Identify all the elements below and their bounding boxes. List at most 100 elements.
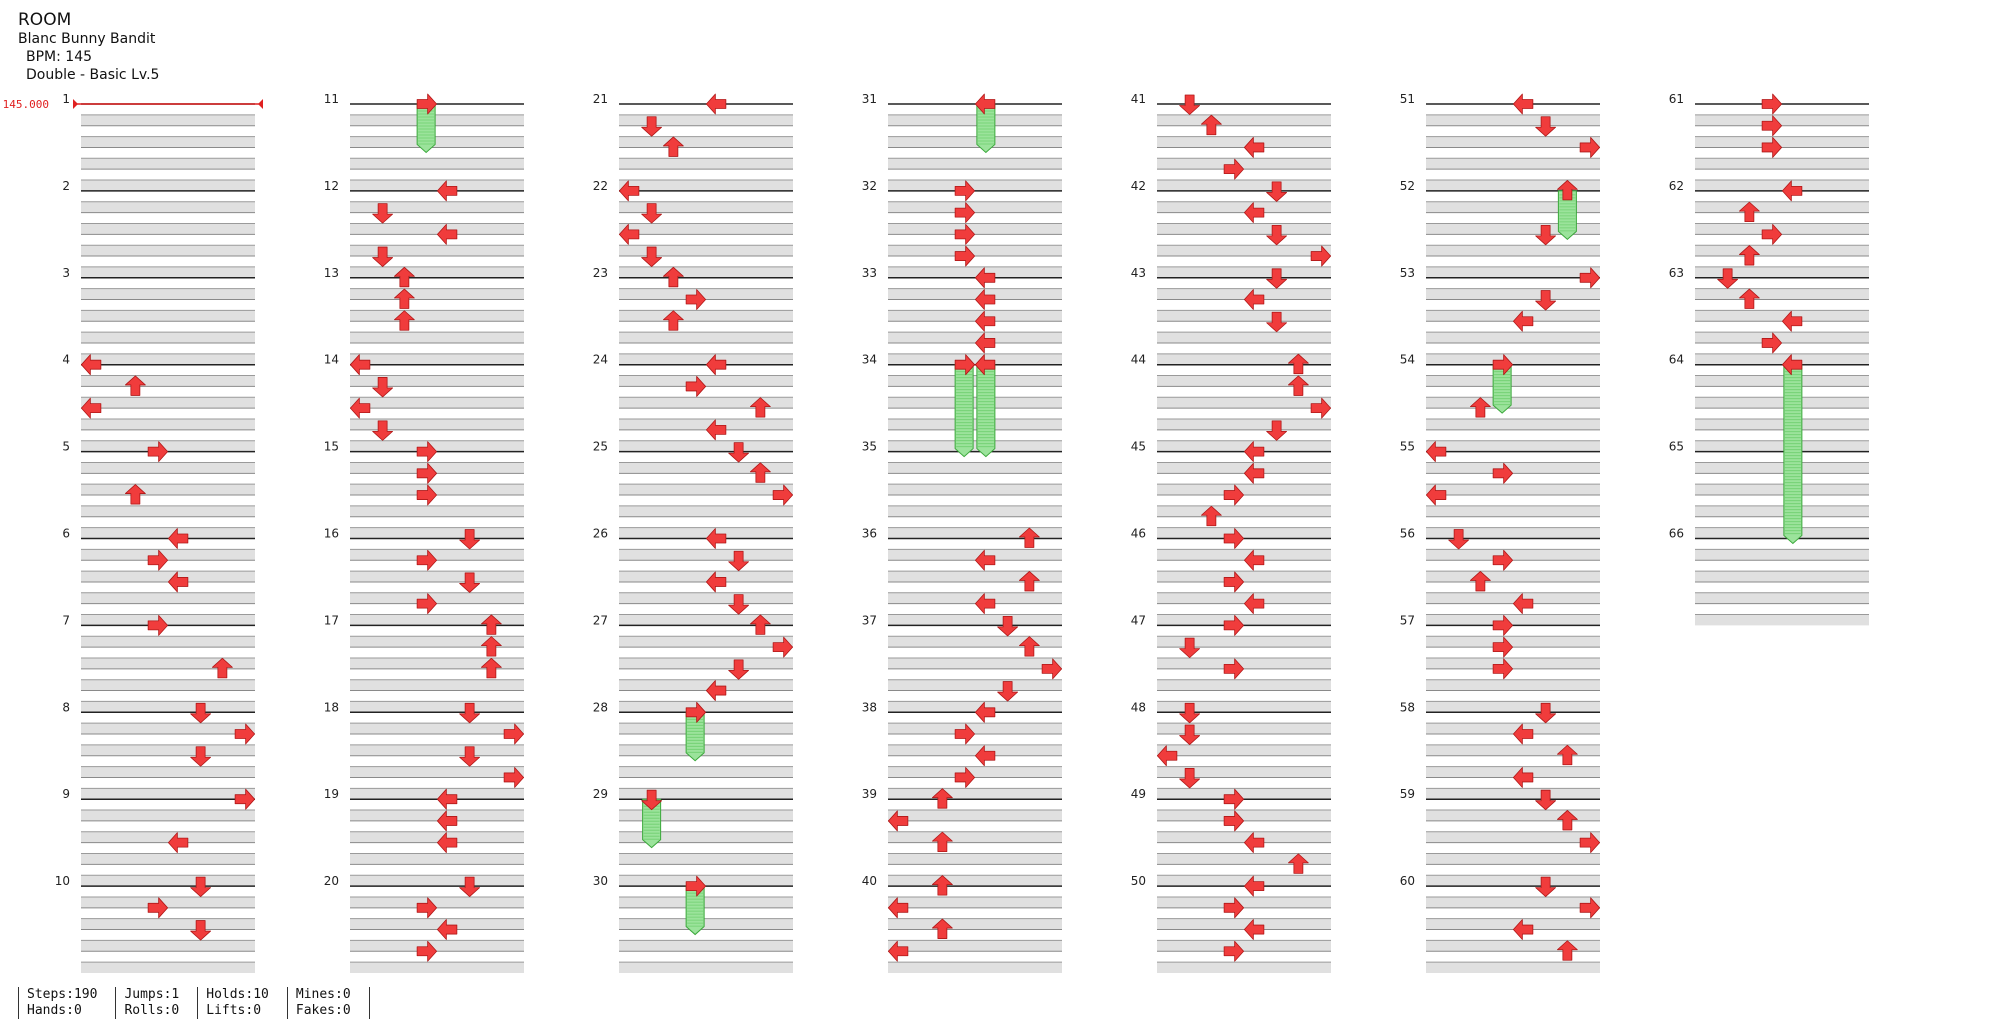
arrow-right-icon xyxy=(1579,832,1601,854)
beat-shade xyxy=(1157,266,1331,278)
beat-shade xyxy=(350,375,524,387)
arrow-right-icon xyxy=(1041,658,1063,680)
beat-shade xyxy=(888,701,1062,713)
beat-shade xyxy=(888,918,1062,930)
arrow-left-icon xyxy=(1425,484,1447,506)
measure-20: 20 xyxy=(324,874,524,973)
beat-shade xyxy=(81,788,255,800)
arrow-left-icon xyxy=(436,832,458,854)
arrow-left-icon xyxy=(974,310,996,332)
beat-shade xyxy=(1426,136,1600,148)
arrow-up-icon xyxy=(124,375,146,396)
beat-shade xyxy=(1157,940,1331,952)
beat-shade xyxy=(1157,918,1331,930)
arrow-left-icon xyxy=(1243,137,1265,158)
arrow-up-icon xyxy=(931,788,953,809)
measure-51: 51 xyxy=(1400,92,1600,191)
arrow-left-icon xyxy=(705,571,727,593)
arrow-down-icon xyxy=(459,746,481,767)
arrow-down-icon xyxy=(1266,224,1288,246)
arrow-right-icon xyxy=(1761,332,1783,354)
beat-shade xyxy=(350,701,524,713)
beat-shade xyxy=(81,505,255,517)
measure-23: 23 xyxy=(593,266,793,365)
beat-shade xyxy=(350,527,524,539)
beat-shade xyxy=(888,266,1062,278)
arrow-down-icon xyxy=(1266,311,1288,333)
beat-shade xyxy=(888,462,1062,474)
beat-shade xyxy=(81,723,255,735)
arrow-right-icon xyxy=(772,484,794,506)
arrow-right-icon xyxy=(954,723,976,745)
beat-shade xyxy=(350,636,524,648)
measure-42: 42 xyxy=(1131,179,1331,278)
arrow-down-icon xyxy=(1535,702,1557,724)
beat-shade xyxy=(1157,831,1331,843)
arrow-down-icon xyxy=(641,203,663,224)
measure-number: 36 xyxy=(862,527,877,541)
arrow-left-icon xyxy=(1512,723,1534,745)
measure-26: 26 xyxy=(593,527,793,626)
arrow-right-icon xyxy=(1223,897,1245,919)
arrow-right-icon xyxy=(416,93,438,115)
beat-shade xyxy=(888,940,1062,952)
arrow-down-icon xyxy=(190,702,212,724)
measure-5: 5 xyxy=(62,440,255,539)
measure-9: 9 xyxy=(62,787,255,887)
beat-shade xyxy=(350,831,524,843)
measure-11: 11 xyxy=(324,92,524,191)
arrow-right-icon xyxy=(416,484,438,506)
stats-col-mines: Mines:0 Fakes:0 xyxy=(286,987,370,1019)
measure-8: 8 xyxy=(62,700,255,800)
measure-number: 20 xyxy=(324,874,339,888)
beat-shade xyxy=(81,614,255,626)
arrow-up-icon xyxy=(662,266,684,288)
arrow-up-icon xyxy=(480,614,502,635)
beat-shade xyxy=(619,527,793,539)
beat-shade xyxy=(1426,462,1600,474)
arrow-left-icon xyxy=(705,93,727,115)
beat-shade xyxy=(888,875,1062,887)
arrow-left-icon xyxy=(974,332,996,354)
measure-63: 63 xyxy=(1669,266,1869,365)
beat-shade xyxy=(888,310,1062,322)
beat-shade xyxy=(888,657,1062,669)
beat-shade xyxy=(619,397,793,409)
beat-shade xyxy=(1157,549,1331,561)
measure-46: 46 xyxy=(1131,527,1331,626)
beat-shade xyxy=(888,332,1062,343)
measure-64: 64 xyxy=(1669,353,1869,452)
arrow-left-icon xyxy=(1243,549,1265,571)
arrow-right-icon xyxy=(685,875,707,897)
measure-35: 35 xyxy=(862,440,1062,539)
beat-shade xyxy=(81,810,255,821)
measure-41: 41 xyxy=(1131,92,1331,191)
arrow-down-icon xyxy=(459,529,481,550)
holds-layer xyxy=(416,103,1803,936)
beat-shade xyxy=(619,310,793,322)
arrow-right-icon xyxy=(1492,658,1514,680)
beat-shade xyxy=(619,266,793,278)
beat-shade xyxy=(1157,853,1331,865)
arrow-down-icon xyxy=(1179,724,1201,745)
beat-shade xyxy=(81,571,255,582)
beat-shade xyxy=(81,419,255,430)
beat-shade xyxy=(1695,397,1869,409)
hold-note xyxy=(685,885,705,936)
measure-24: 24 xyxy=(593,353,793,452)
arrow-down-icon xyxy=(997,681,1019,702)
measure-number: 9 xyxy=(62,787,70,801)
arrow-right-icon xyxy=(685,376,707,397)
beat-shade xyxy=(888,158,1062,170)
measure-number: 1 xyxy=(62,92,70,106)
arrow-down-icon xyxy=(728,659,750,680)
measure-number: 13 xyxy=(324,266,339,280)
beat-shade xyxy=(1157,180,1331,191)
arrow-right-icon xyxy=(954,202,976,224)
beat-shade xyxy=(1426,831,1600,843)
arrow-up-icon xyxy=(124,484,146,505)
beat-shade xyxy=(1695,310,1869,322)
bpm-end-tick xyxy=(258,99,263,109)
beat-shade xyxy=(81,831,255,843)
arrow-right-icon xyxy=(147,549,169,571)
